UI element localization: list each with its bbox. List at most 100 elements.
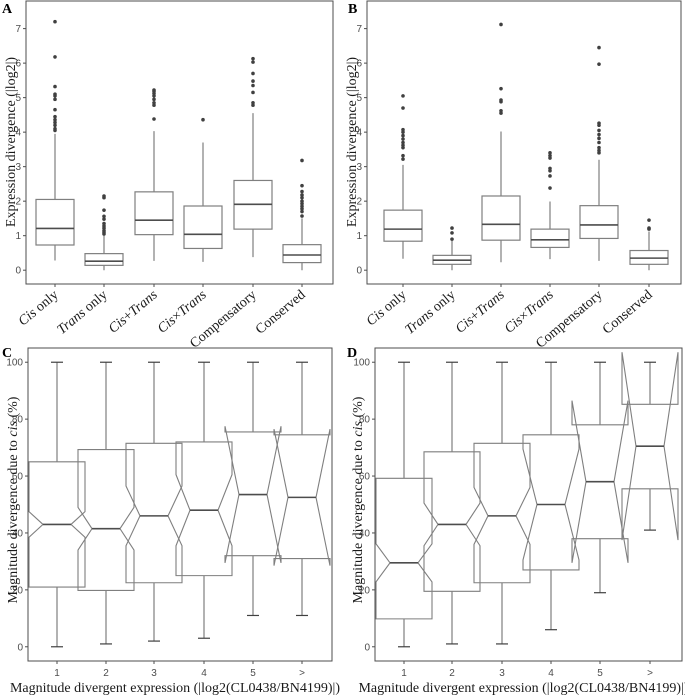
box-body — [282, 244, 322, 264]
x-tick-label: 2 — [103, 668, 109, 679]
box-body — [481, 195, 521, 241]
box-1 — [375, 361, 433, 648]
outlier-point — [499, 86, 503, 91]
outlier-point — [597, 140, 601, 145]
panel-letter: C — [2, 346, 12, 361]
y-axis-title-italic: cis — [6, 420, 21, 436]
box-2 — [84, 194, 124, 271]
y-tick-label: 60 — [12, 472, 24, 483]
x-tick-label: 3 — [151, 668, 157, 679]
box-1 — [28, 361, 86, 648]
plot-frame — [366, 0, 682, 285]
x-tick-label: > — [647, 668, 653, 679]
outlier-point — [401, 106, 405, 110]
outlier-point — [102, 194, 106, 198]
y-tick-label: 1 — [15, 231, 21, 242]
outlier-point — [152, 101, 156, 105]
x-tick-label: 4 — [548, 668, 554, 679]
outlier-point — [548, 174, 552, 178]
x-tick-label: 4 — [201, 668, 207, 679]
box-3 — [125, 361, 183, 642]
y-tick-label: 3 — [356, 162, 362, 173]
box-3 — [134, 88, 174, 261]
outlier-point — [152, 117, 156, 121]
y-tick-label: 100 — [353, 358, 370, 369]
y-axis-title: Magnitude divergence due to cis (%) — [351, 396, 366, 603]
box-body — [423, 451, 481, 592]
plot-frame — [374, 347, 683, 662]
outlier-point — [300, 209, 304, 214]
x-tick-label: 5 — [597, 668, 603, 679]
outlier-point — [251, 56, 255, 61]
box-4 — [183, 117, 223, 262]
box-6 — [621, 352, 679, 541]
x-tick-label: 3 — [499, 668, 505, 679]
x-tick-label-italic: Trans — [522, 287, 557, 319]
outlier-point — [300, 158, 304, 163]
box-1 — [35, 19, 75, 261]
x-tick-label-italic: Trans — [175, 287, 210, 319]
outlier-point — [597, 62, 601, 66]
x-tick-label-italic: Trans — [473, 287, 508, 319]
outlier-point — [251, 60, 255, 64]
x-tick-label: Cis+Trans — [106, 287, 161, 336]
box-body — [579, 205, 619, 240]
outlier-point — [647, 226, 651, 230]
outlier-point — [201, 117, 205, 122]
y-tick-label: 100 — [6, 358, 23, 369]
outlier-point — [152, 88, 156, 92]
box-body — [134, 191, 174, 236]
outlier-point — [53, 120, 57, 125]
box-body — [125, 442, 183, 584]
outlier-point — [300, 214, 304, 218]
y-axis-title: Magnitude divergence due to cis (%) — [6, 396, 21, 603]
outlier-point — [53, 123, 57, 128]
x-axis: 1 2 3 4 5 > — [54, 661, 305, 679]
y-tick-label: 20 — [12, 585, 24, 596]
outlier-point — [300, 193, 304, 197]
y-tick-label: 2 — [15, 197, 21, 208]
y-axis: 0 1 2 3 4 5 6 7 — [356, 24, 367, 277]
outlier-point — [53, 84, 57, 89]
outlier-point — [251, 71, 255, 76]
outlier-point — [53, 107, 57, 112]
box-2 — [432, 226, 472, 271]
outlier-point — [499, 108, 503, 113]
x-axis: 1 2 3 4 5 > — [401, 661, 653, 679]
outlier-point — [548, 151, 552, 155]
x-tick-label: 2 — [449, 668, 455, 679]
outlier-point — [401, 94, 405, 98]
outlier-point — [53, 97, 57, 102]
outlier-point — [251, 90, 255, 95]
outlier-point — [251, 79, 255, 83]
box-body — [84, 253, 124, 266]
y-tick-label: 5 — [15, 93, 21, 104]
y-tick-label: 40 — [359, 528, 371, 539]
box-1 — [383, 94, 423, 259]
box-body — [28, 461, 86, 588]
outlier-point — [499, 22, 503, 27]
outlier-point — [53, 126, 57, 131]
box-body — [621, 352, 679, 541]
outlier-point — [152, 97, 156, 102]
box-6 — [282, 158, 322, 271]
panel-letter: A — [2, 2, 13, 17]
outlier-point — [102, 221, 106, 226]
panel-b: B 0 1 2 3 4 5 6 7 Expression divergence (|log2|) C… — [345, 0, 682, 352]
box-body — [224, 426, 282, 563]
box-3 — [481, 22, 521, 263]
y-axis-title-italic: cis — [351, 420, 366, 436]
outlier-point — [401, 133, 405, 138]
outlier-point — [450, 231, 454, 235]
panel-c: C 0 20 40 60 80 100 Magnitude divergence due to… — [2, 346, 340, 696]
y-tick-label: 2 — [356, 197, 362, 208]
y-tick-label: 40 — [12, 528, 24, 539]
outlier-point — [597, 132, 601, 137]
box-body — [375, 477, 433, 620]
box-4 — [530, 151, 570, 260]
y-tick-label: 6 — [15, 59, 21, 70]
y-tick-label: 60 — [359, 472, 371, 483]
y-tick-label: 0 — [364, 642, 370, 653]
y-tick-label: 4 — [15, 128, 21, 139]
